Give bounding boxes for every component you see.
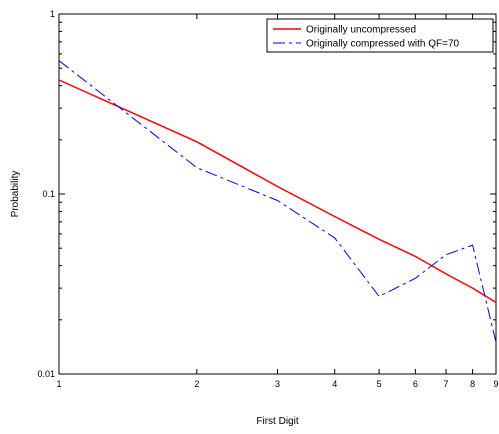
x-tick-label: 9 — [493, 379, 498, 389]
y-axis-label: Probability — [10, 171, 21, 218]
plot-area — [58, 13, 497, 375]
x-tick-label: 6 — [413, 379, 418, 389]
legend-label-uncompressed: Originally uncompressed — [306, 25, 416, 36]
series-group — [58, 60, 497, 343]
y-tick-label: 1 — [50, 9, 55, 19]
series-line-1 — [58, 60, 497, 343]
x-tick-label: 1 — [56, 379, 61, 389]
x-tick-label: 5 — [377, 379, 382, 389]
x-axis-label: First Digit — [256, 416, 298, 427]
legend-label-compressed: Originally compressed with QF=70 — [306, 39, 460, 50]
series-line-0 — [58, 79, 497, 304]
x-tick-label: 4 — [332, 379, 337, 389]
x-tick-label: 7 — [444, 379, 449, 389]
x-tick-label: 3 — [275, 379, 280, 389]
legend-box — [266, 18, 494, 53]
axis-ticks: 1 2 3 4 5 6 7 8 9 0.01 0.1 1 — [37, 9, 498, 389]
legend: Originally uncompressed Originally compr… — [266, 18, 494, 53]
y-tick-label: 0.1 — [42, 189, 55, 199]
y-tick-label: 0.01 — [37, 369, 55, 379]
x-tick-label: 8 — [470, 379, 475, 389]
x-tick-label: 2 — [194, 379, 199, 389]
